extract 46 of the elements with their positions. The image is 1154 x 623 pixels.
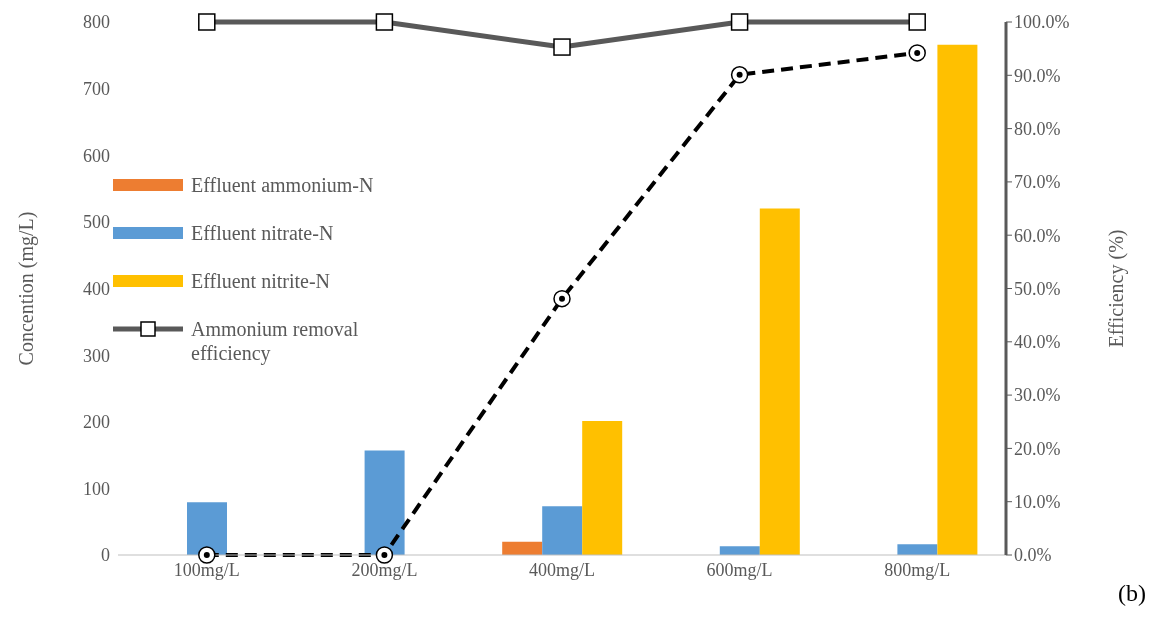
y-tick-label: 300 (83, 345, 110, 366)
x-tick-label: 400mg/L (529, 559, 595, 580)
point (553, 289, 571, 308)
y2-tick-label: 20.0% (1014, 438, 1061, 459)
y-tick-label: 200 (83, 412, 110, 433)
y-tick-label: 600 (83, 145, 110, 166)
bar (937, 44, 978, 555)
y2-tick-label: 10.0% (1014, 492, 1061, 513)
y-tick-label: 700 (83, 79, 110, 100)
y2-tick-label: 0.0% (1014, 545, 1052, 566)
y2-tick-label: 60.0% (1014, 225, 1061, 246)
text: (b) (1118, 580, 1146, 607)
y2-tick-label: 30.0% (1014, 385, 1061, 406)
x-tick-label: 600mg/L (706, 559, 773, 580)
x-tick-label: 200mg/L (351, 559, 418, 580)
y2-tick-label: 80.0% (1014, 118, 1061, 139)
y-tick-label: 800 (83, 12, 110, 33)
y2-tick-label: 100.0% (1014, 12, 1070, 33)
y2-tick-label: 70.0% (1014, 172, 1061, 193)
bar (502, 541, 543, 555)
y2-axis-title: Efficiency (%) (1105, 229, 1129, 348)
legend-label: Effluent ammonium-N (191, 173, 375, 197)
bar (759, 208, 800, 555)
legend-label: Effluent nitrate-N (191, 221, 335, 245)
legend-label: Effluent nitrite-N (191, 269, 332, 293)
y2-tick-label: 90.0% (1014, 65, 1061, 86)
bar (542, 506, 583, 555)
bar (187, 502, 227, 555)
legend-label: Ammonium removal efficiency (191, 317, 360, 365)
y-tick-label: 0 (101, 545, 110, 566)
y2-tick-label: 50.0% (1014, 278, 1061, 299)
y-tick-label: 500 (83, 212, 110, 233)
y-tick-label: 100 (83, 478, 110, 499)
y-tick-label: 400 (83, 278, 110, 299)
bar (897, 544, 938, 555)
y2-tick-label: 40.0% (1014, 332, 1061, 353)
point (730, 66, 749, 84)
bar (719, 546, 760, 555)
y-axis-title: Concention (mg/L) (15, 211, 39, 366)
x-tick-label: 800mg/L (884, 559, 951, 580)
point (908, 44, 926, 62)
bar (582, 421, 623, 555)
point (375, 546, 394, 564)
point (198, 546, 216, 564)
bar (364, 450, 405, 555)
x-tick-label: 100mg/L (173, 559, 240, 580)
